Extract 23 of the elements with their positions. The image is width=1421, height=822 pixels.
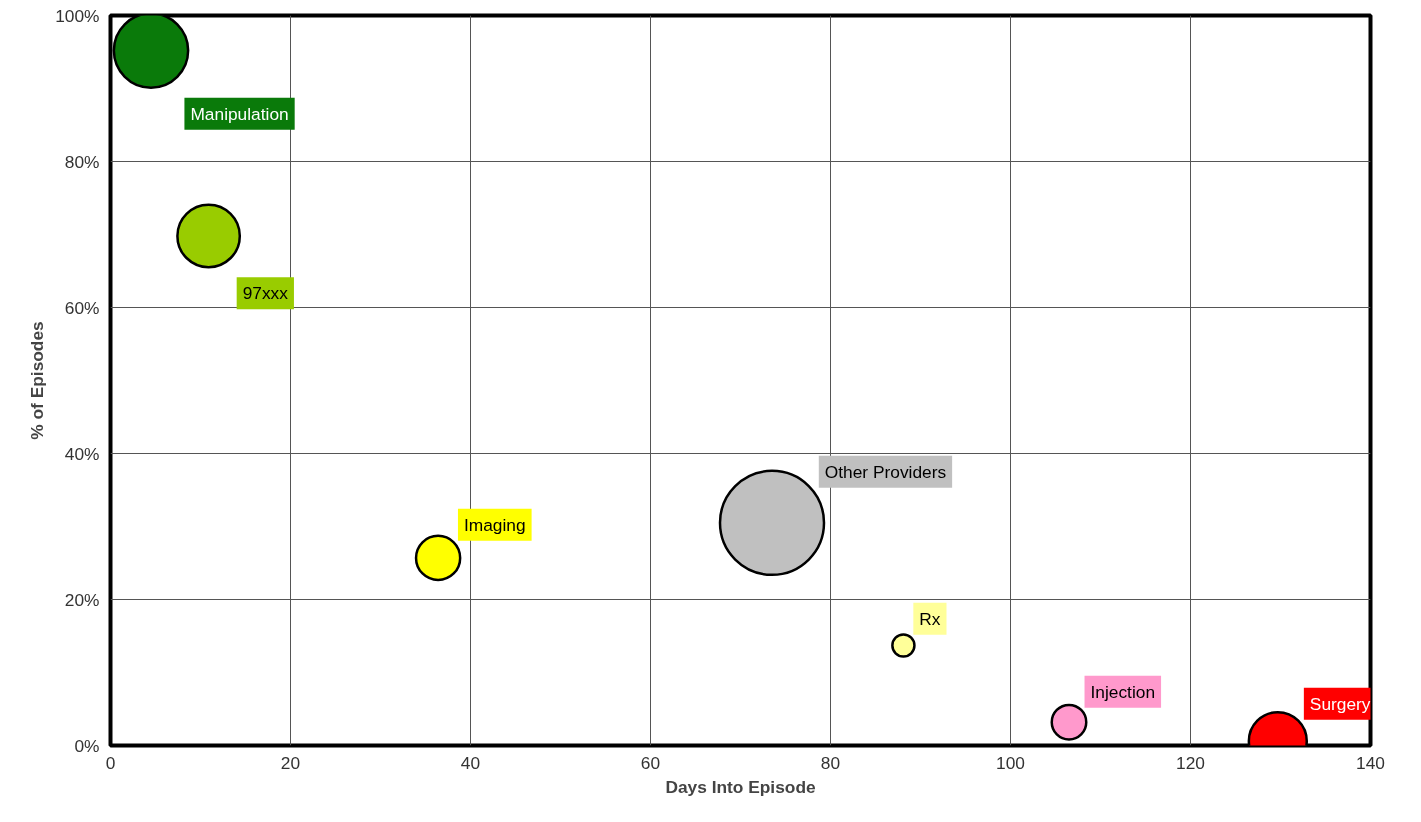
x-tick-label: 80 (820, 752, 841, 773)
y-tick-label: 20% (64, 589, 100, 610)
series-label: Other Providers (824, 461, 947, 482)
series-label: Manipulation (190, 103, 289, 124)
y-axis-title: % of Episodes (27, 321, 48, 440)
series-label: Rx (919, 608, 941, 629)
x-tick-label: 100 (996, 752, 1025, 773)
x-tick-label: 40 (460, 752, 481, 773)
y-tick-label: 100% (55, 5, 100, 26)
x-tick-label: 60 (640, 752, 661, 773)
x-axis-title: Days Into Episode (665, 776, 816, 797)
series-label: Imaging (463, 514, 526, 535)
x-tick-label: 0 (105, 752, 116, 773)
x-tick-label: 140 (1356, 752, 1385, 773)
y-tick-label: 80% (64, 151, 100, 172)
series-label: Surgery (1309, 693, 1371, 714)
series-label: 97xxx (242, 283, 289, 304)
series-label: Injection (1090, 681, 1156, 702)
y-tick-label: 60% (64, 297, 100, 318)
x-tick-label: 20 (280, 752, 301, 773)
x-tick-label: 120 (1176, 752, 1205, 773)
y-tick-label: 0% (74, 735, 100, 756)
y-tick-label: 40% (64, 443, 100, 464)
